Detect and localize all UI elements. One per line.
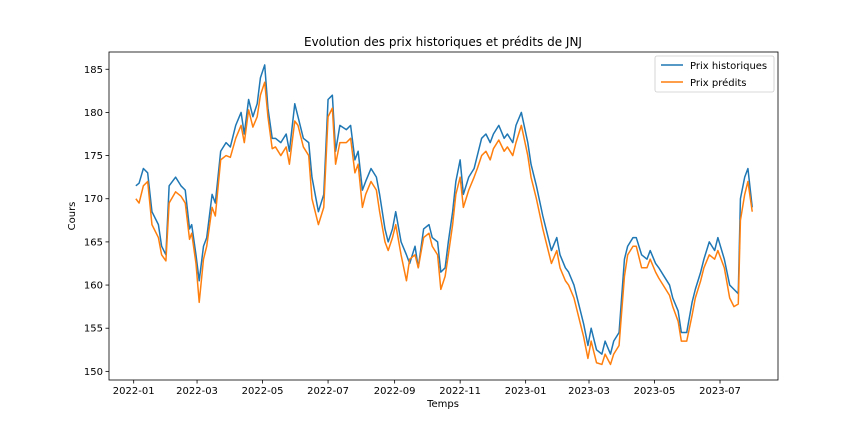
x-tick-label: 2022-03 — [176, 386, 218, 397]
x-tick-label: 2023-01 — [505, 386, 547, 397]
x-tick-label: 2022-11 — [439, 386, 481, 397]
y-tick-label: 150 — [84, 367, 103, 378]
series-line-prix-historiques — [135, 64, 753, 355]
x-tick-label: 2022-05 — [242, 386, 284, 397]
series-line-prix-predits — [135, 81, 753, 366]
x-axis-label: Temps — [426, 399, 459, 410]
y-tick-label: 180 — [84, 108, 103, 119]
x-tick-label: 2023-03 — [568, 386, 610, 397]
legend: Prix historiques Prix prédits — [654, 55, 775, 93]
y-tick-label: 185 — [84, 65, 103, 76]
y-tick-label: 175 — [84, 151, 103, 162]
legend-label-prix-historiques: Prix historiques — [690, 61, 767, 72]
plot-lines — [135, 64, 753, 366]
x-tick-label: 2023-07 — [699, 386, 741, 397]
y-axis-ticks: 150 155 160 165 170 175 180 185 — [84, 65, 109, 378]
x-tick-label: 2023-05 — [634, 386, 676, 397]
y-axis-label: Cours — [67, 202, 78, 231]
x-tick-label: 2022-09 — [374, 386, 416, 397]
y-tick-label: 170 — [84, 194, 103, 205]
y-tick-label: 160 — [84, 281, 103, 292]
y-tick-label: 165 — [84, 237, 103, 248]
y-tick-label: 155 — [84, 324, 103, 335]
plot-frame — [108, 51, 779, 381]
x-axis-ticks: 2022-01 2022-03 2022-05 2022-07 2022-09 2022-… — [113, 380, 741, 397]
x-tick-label: 2022-07 — [307, 386, 349, 397]
legend-box — [654, 55, 775, 93]
x-tick-label: 2022-01 — [113, 386, 155, 397]
chart-title: Evolution des prix historiques et prédit… — [304, 35, 582, 49]
legend-label-prix-predits: Prix prédits — [690, 77, 747, 89]
